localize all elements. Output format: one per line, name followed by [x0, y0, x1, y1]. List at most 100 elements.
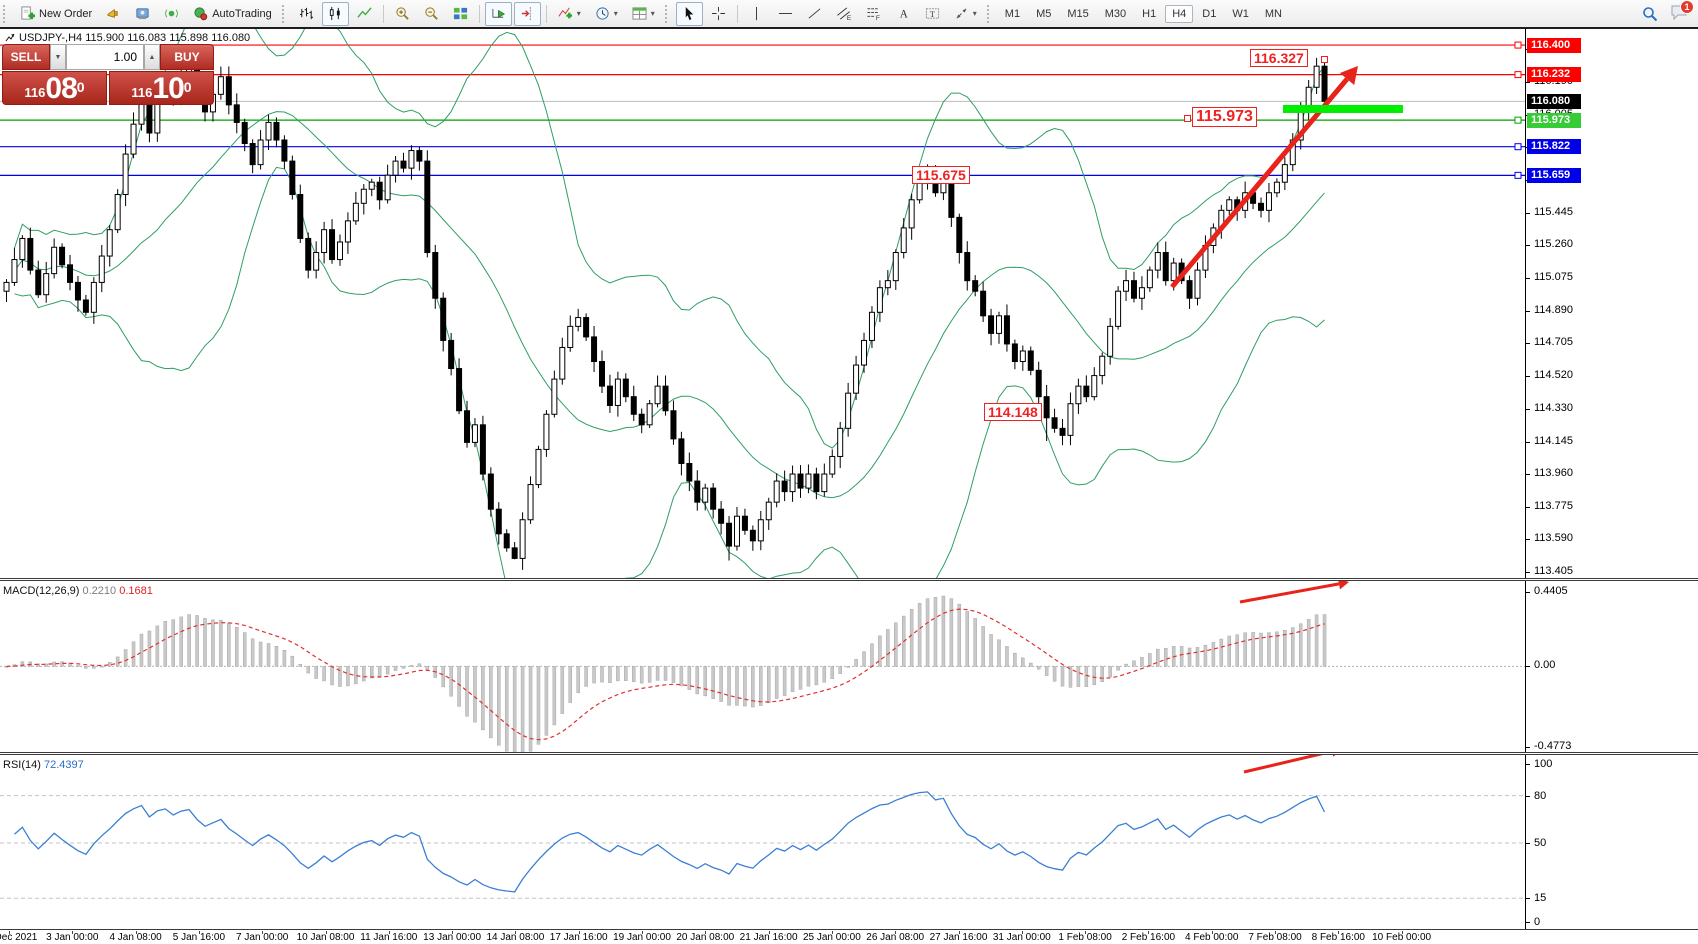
- svg-text:F: F: [876, 15, 880, 21]
- buy-price-display[interactable]: 116 10 0: [109, 71, 214, 105]
- macd-pane[interactable]: [0, 581, 1525, 752]
- time-tick: [958, 931, 960, 934]
- sell-price-pips: 08: [45, 72, 77, 105]
- pane-separator[interactable]: [0, 578, 1698, 581]
- price-chart-canvas[interactable]: [0, 29, 1525, 578]
- pane-separator[interactable]: [0, 752, 1698, 755]
- text-tool-button[interactable]: A: [890, 2, 917, 26]
- fibonacci-icon: F: [867, 8, 880, 21]
- volume-decrease-button[interactable]: ▼: [50, 44, 66, 70]
- volume-increase-button[interactable]: ▲: [144, 44, 160, 70]
- time-tick: [831, 931, 833, 934]
- price-tick: [1526, 375, 1530, 377]
- notifications-button[interactable]: 1: [1670, 0, 1694, 23]
- new-order-button[interactable]: New Order: [14, 2, 98, 26]
- macd-tick: [1526, 592, 1530, 593]
- time-tick-label: 8 Feb 16:00: [1311, 932, 1365, 943]
- cursor-tool-button[interactable]: [675, 1, 703, 26]
- timeframe-M15[interactable]: M15: [1067, 7, 1089, 20]
- price-tick: [1526, 82, 1530, 83]
- price-axis[interactable]: 116.375116.190116.005115.820115.635115.4…: [1525, 29, 1698, 578]
- line-chart-button[interactable]: [351, 2, 378, 26]
- candlestick-chart-button[interactable]: [321, 1, 349, 26]
- equidistant-channel-icon: E: [836, 7, 852, 21]
- auto-scroll-button[interactable]: [484, 1, 512, 26]
- price-tick-label: 114.890: [1534, 303, 1573, 316]
- horizontal-line-tool-button[interactable]: [772, 2, 799, 26]
- price-level-label: 116.400: [1527, 37, 1581, 53]
- rsi-tick-label: 15: [1534, 892, 1547, 905]
- crosshair-tool-button[interactable]: [705, 2, 732, 26]
- time-axis[interactable]: 30 Dec 2021 3 Jan 00:00 4 Jan 08:00 5 Jan 1…: [0, 931, 1698, 944]
- tile-windows-button[interactable]: [447, 2, 474, 26]
- rsi-axis: 100 80 50 15 0: [1525, 755, 1698, 929]
- timeframe-M30[interactable]: M30: [1104, 7, 1127, 20]
- rsi-pane[interactable]: [0, 755, 1525, 929]
- toolbar-grip: [664, 4, 672, 23]
- chart-title: USDJPY-,H4 115.900 116.083 115.898 116.0…: [5, 32, 250, 44]
- timeframe-D1[interactable]: D1: [1202, 7, 1217, 20]
- search-icon[interactable]: [1642, 6, 1658, 22]
- styler-button[interactable]: [100, 2, 127, 26]
- time-tick-label: 10 Jan 08:00: [296, 932, 355, 943]
- chart-shift-button[interactable]: [513, 1, 541, 26]
- time-tick: [515, 931, 517, 934]
- toolbar-grip: [281, 4, 289, 23]
- macd-indicator-label: MACD(12,26,9) 0.2210 0.1681: [3, 585, 153, 597]
- price-tick-label: 114.330: [1534, 401, 1573, 414]
- time-tick: [1401, 931, 1403, 934]
- time-tick-label: 7 Jan 00:00: [236, 932, 289, 943]
- time-tick: [325, 931, 327, 934]
- time-tick-label: 31 Jan 00:00: [992, 932, 1051, 943]
- vertical-line-tool-button[interactable]: [743, 2, 770, 26]
- zoom-out-button[interactable]: [418, 2, 445, 26]
- bar-chart-button[interactable]: [293, 2, 320, 26]
- signals-button[interactable]: [158, 2, 185, 26]
- autotrading-button[interactable]: AutoTrading: [187, 2, 278, 26]
- toolbar: New Order AutoTra: [0, 0, 1698, 28]
- indicators-button[interactable]: ▾: [552, 2, 587, 26]
- fibonacci-tool-button[interactable]: F: [860, 2, 888, 26]
- time-tick-label: 5 Jan 16:00: [172, 932, 226, 943]
- sell-button[interactable]: SELL: [2, 44, 50, 70]
- macd-tick: [1526, 666, 1530, 668]
- templates-button[interactable]: ▾: [626, 2, 661, 26]
- time-tick: [642, 931, 643, 934]
- timeframe-MN[interactable]: MN: [1264, 7, 1282, 20]
- rsi-tick-label: 80: [1534, 789, 1547, 802]
- time-tick: [1021, 931, 1023, 934]
- timeframe-M5[interactable]: M5: [1036, 7, 1052, 20]
- rsi-tick: [1526, 922, 1530, 923]
- toolbar-separator: [545, 4, 547, 23]
- chart-title-text: USDJPY-,H4 115.900 116.083 115.898 116.0…: [19, 32, 251, 44]
- buy-button[interactable]: BUY: [160, 44, 214, 70]
- trendline-tool-button[interactable]: [801, 2, 828, 26]
- time-tick-label: 14 Jan 08:00: [486, 932, 545, 943]
- timeframe-M1[interactable]: M1: [1004, 7, 1021, 20]
- timeframe-H1[interactable]: H1: [1142, 7, 1157, 20]
- timeframe-H4[interactable]: H4: [1165, 4, 1194, 23]
- toolbar-separator: [736, 4, 738, 23]
- time-tick: [9, 931, 10, 934]
- label-tool-button[interactable]: T: [919, 2, 946, 26]
- buy-price-whole: 116: [131, 85, 153, 100]
- rsi-tick: [1526, 898, 1530, 900]
- zoom-in-button[interactable]: [389, 2, 416, 26]
- rsi-tick: [1526, 795, 1530, 797]
- channel-tool-button[interactable]: E: [830, 2, 858, 26]
- price-tick-label: 113.775: [1534, 499, 1573, 512]
- timeframe-W1[interactable]: W1: [1232, 7, 1249, 20]
- pane-separator: [0, 929, 1698, 930]
- price-level-label: 116.080: [1527, 93, 1581, 109]
- toolbar-separator: [478, 4, 480, 23]
- terminal-icon: [136, 8, 149, 20]
- price-tick: [1526, 278, 1530, 280]
- time-tick-label: 17 Jan 16:00: [549, 932, 608, 943]
- notification-badge: 1: [1680, 0, 1694, 14]
- time-tick-label: 26 Jan 08:00: [866, 932, 925, 943]
- terminal-button[interactable]: [129, 2, 156, 26]
- arrows-tool-button[interactable]: ▾: [948, 2, 983, 26]
- volume-input[interactable]: 1.00: [66, 44, 144, 70]
- periods-button[interactable]: ▾: [589, 2, 624, 26]
- sell-price-display[interactable]: 116 08 0: [2, 71, 107, 105]
